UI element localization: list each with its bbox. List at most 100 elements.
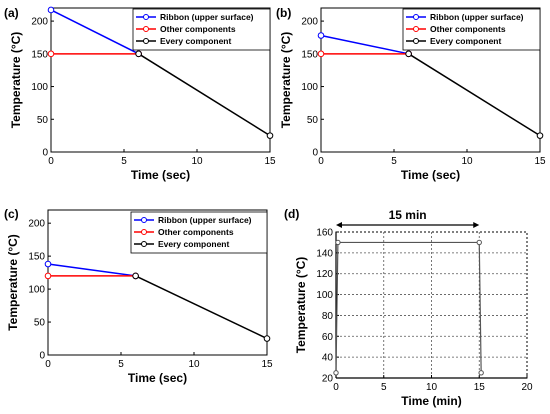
y-tick-label: 40 — [322, 353, 334, 364]
x-tick-label: 10 — [426, 382, 438, 393]
legend-swatch-marker — [143, 26, 149, 32]
y-tick-label: 140 — [316, 248, 333, 259]
x-tick-label: 15 — [264, 156, 276, 167]
x-axis-label: Time (sec) — [131, 168, 190, 182]
legend-entry: Other components — [160, 24, 236, 34]
data-point — [478, 370, 484, 376]
x-tick-label: 5 — [121, 156, 127, 167]
data-point — [335, 239, 341, 246]
data-point — [476, 239, 482, 246]
x-tick-label: 0 — [48, 156, 54, 167]
data-point — [47, 6, 55, 14]
data-point — [132, 272, 139, 280]
legend-entry: Ribbon (upper surface) — [430, 12, 524, 22]
data-point — [263, 335, 271, 342]
x-tick-label: 5 — [118, 359, 124, 370]
panel-label: (a) — [4, 6, 19, 20]
x-tick-label: 5 — [381, 382, 387, 393]
data-point — [333, 370, 339, 376]
legend-swatch-marker — [141, 217, 147, 223]
x-tick-label: 15 — [261, 359, 273, 370]
x-tick-label: 10 — [461, 156, 473, 167]
y-tick-label: 200 — [28, 219, 45, 230]
annotation-arrowhead-left — [336, 222, 342, 228]
y-tick-label: 150 — [301, 49, 318, 60]
y-axis-label: Temperature (°C) — [6, 234, 20, 331]
y-tick-label: 200 — [31, 17, 48, 28]
y-tick-label: 150 — [31, 49, 48, 60]
y-tick-label: 0 — [39, 351, 45, 362]
panel-label: (d) — [284, 207, 299, 221]
y-tick-label: 100 — [316, 290, 333, 301]
legend-entry: Ribbon (upper surface) — [160, 12, 254, 22]
legend-swatch-marker — [413, 14, 419, 20]
data-point — [44, 260, 52, 268]
legend-swatch-marker — [143, 38, 149, 44]
x-axis-label: Time (sec) — [401, 168, 460, 182]
legend-entry: Other components — [158, 227, 234, 237]
panel-4: (d) 0 5 10 15 20 20 40 60 80 100 120 140 160 Time (min… — [284, 207, 533, 408]
legend-swatch-marker — [141, 241, 147, 247]
y-tick-label: 20 — [322, 374, 334, 385]
y-tick-label: 0 — [42, 148, 48, 159]
legend-entry: Every component — [160, 36, 231, 46]
annotation-arrowhead-right — [473, 222, 480, 228]
legend-swatch-marker — [141, 229, 147, 235]
y-axis-label: Temperature (°C) — [9, 32, 23, 129]
series-line — [50, 9, 139, 55]
x-tick-label: 0 — [318, 156, 324, 167]
y-tick-label: 200 — [301, 17, 318, 28]
x-tick-label: 15 — [474, 382, 486, 393]
y-tick-label: 80 — [322, 311, 334, 322]
annotation-label: 15 min — [389, 208, 427, 222]
x-tick-label: 10 — [191, 156, 203, 167]
y-tick-label: 150 — [28, 252, 45, 263]
y-tick-label: 100 — [301, 82, 318, 93]
series-line — [47, 263, 136, 277]
x-tick-label: 10 — [188, 359, 200, 370]
data-point — [536, 132, 544, 139]
x-tick-label: 0 — [45, 359, 51, 370]
legend-entry: Every component — [430, 36, 501, 46]
x-axis-label: Time (min) — [401, 394, 461, 408]
x-tick-label: 5 — [391, 156, 397, 167]
legend-entry: Ribbon (upper surface) — [158, 215, 252, 225]
data-point — [266, 132, 274, 139]
y-tick-label: 50 — [37, 115, 49, 126]
data-point — [47, 50, 55, 58]
data-point — [405, 50, 412, 58]
y-axis-label: Temperature (°C) — [294, 257, 308, 354]
plot-area-frame — [320, 7, 541, 153]
series-line — [135, 275, 268, 340]
panel-label: (b) — [276, 6, 291, 20]
plot-area-frame — [47, 209, 268, 356]
panel-label: (c) — [4, 207, 19, 221]
legend-entry: Other components — [430, 24, 506, 34]
legend-swatch-marker — [143, 14, 149, 20]
y-axis-label: Temperature (°C) — [279, 32, 293, 129]
x-axis-label: Time (sec) — [128, 371, 187, 385]
series-line — [138, 53, 271, 137]
y-tick-label: 160 — [316, 228, 333, 239]
y-tick-label: 100 — [31, 82, 48, 93]
series-line — [320, 34, 409, 55]
x-tick-label: 20 — [521, 382, 533, 393]
legend-entry: Every component — [158, 239, 229, 249]
series-line — [408, 53, 541, 137]
y-tick-label: 50 — [34, 318, 46, 329]
x-tick-label: 0 — [333, 382, 339, 393]
data-point — [44, 272, 52, 280]
data-point — [317, 32, 325, 39]
legend-box — [402, 8, 541, 51]
y-tick-label: 100 — [28, 285, 45, 296]
y-tick-label: 50 — [307, 115, 319, 126]
legend-swatch-marker — [413, 26, 419, 32]
y-tick-label: 120 — [316, 269, 333, 280]
data-point — [317, 50, 325, 58]
data-point — [135, 50, 142, 58]
